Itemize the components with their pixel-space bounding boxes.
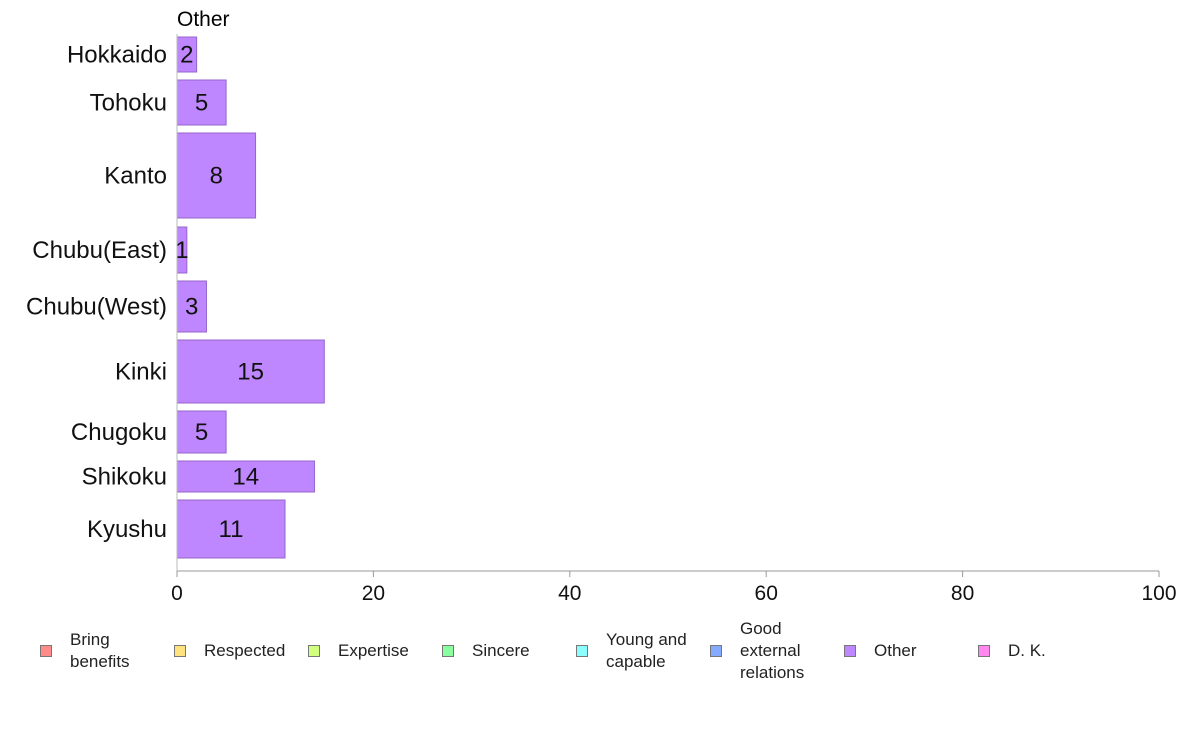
legend-item: D. K. <box>978 640 1046 662</box>
category-label: Kanto <box>104 163 167 190</box>
bar-chart: Other Hokkaido 2 Tohoku 5 Kanto 8 Chubu(East) 1… <box>26 8 1177 605</box>
legend-item: Expertise <box>308 640 409 662</box>
legend-swatch <box>442 645 454 657</box>
bar-kinki <box>176 339 325 404</box>
x-axis: 0 20 40 60 80 100 <box>171 34 1177 605</box>
legend-label: D. K. <box>1008 641 1046 660</box>
bar-kanto <box>176 132 257 219</box>
data-label: 14 <box>232 464 259 491</box>
data-label: 8 <box>210 163 223 190</box>
legend-label: Respected <box>204 641 286 660</box>
legend-label: Good external relations <box>740 619 805 682</box>
legend-swatch <box>844 645 856 657</box>
bar-kyushu <box>176 499 286 559</box>
legend-swatch <box>174 645 186 657</box>
x-tick-label: 0 <box>171 582 183 605</box>
legend-label: Young and capable <box>606 630 687 671</box>
legend-swatch <box>710 645 722 657</box>
data-label: 1 <box>175 237 188 264</box>
category-label: Shikoku <box>82 464 167 491</box>
category-label: Tohoku <box>90 90 167 117</box>
legend-swatch <box>576 645 588 657</box>
bar-chugoku <box>176 410 227 454</box>
bars-group: Hokkaido 2 Tohoku 5 Kanto 8 Chubu(East) 1 Chubu(… <box>26 36 325 559</box>
category-label: Chugoku <box>71 419 167 446</box>
category-label: Kinki <box>115 359 167 386</box>
data-label: 15 <box>237 359 264 386</box>
legend-item: Other <box>844 640 917 662</box>
legend-item: Sincere <box>442 640 530 662</box>
x-tick-label: 100 <box>1141 582 1176 605</box>
data-label: 11 <box>219 516 244 543</box>
legend: Bring benefits Respected Expertise Sincere Y… <box>0 618 1188 718</box>
legend-item: Good external relations <box>710 618 804 684</box>
legend-item: Bring benefits <box>40 629 130 673</box>
legend-swatch <box>40 645 52 657</box>
data-label: 5 <box>195 419 208 446</box>
chart-title: Other <box>177 8 230 31</box>
x-tick-label: 40 <box>558 582 581 605</box>
data-label: 3 <box>185 294 198 321</box>
legend-item: Respected <box>174 640 285 662</box>
category-label: Kyushu <box>87 516 167 543</box>
legend-item: Young and capable <box>576 629 687 673</box>
legend-label: Sincere <box>472 641 530 660</box>
data-label: 2 <box>180 42 193 69</box>
bar-shikoku <box>176 460 315 493</box>
data-label: 5 <box>195 90 208 117</box>
category-label: Chubu(East) <box>32 237 167 264</box>
legend-label: Other <box>874 641 917 660</box>
legend-swatch <box>978 645 990 657</box>
bar-tohoku <box>176 79 227 126</box>
legend-label: Bring benefits <box>70 630 130 671</box>
x-tick-label: 60 <box>755 582 778 605</box>
x-tick-label: 80 <box>951 582 974 605</box>
category-label: Chubu(West) <box>26 294 167 321</box>
legend-swatch <box>308 645 320 657</box>
category-label: Hokkaido <box>67 42 167 69</box>
x-tick-label: 20 <box>362 582 385 605</box>
legend-label: Expertise <box>338 641 409 660</box>
